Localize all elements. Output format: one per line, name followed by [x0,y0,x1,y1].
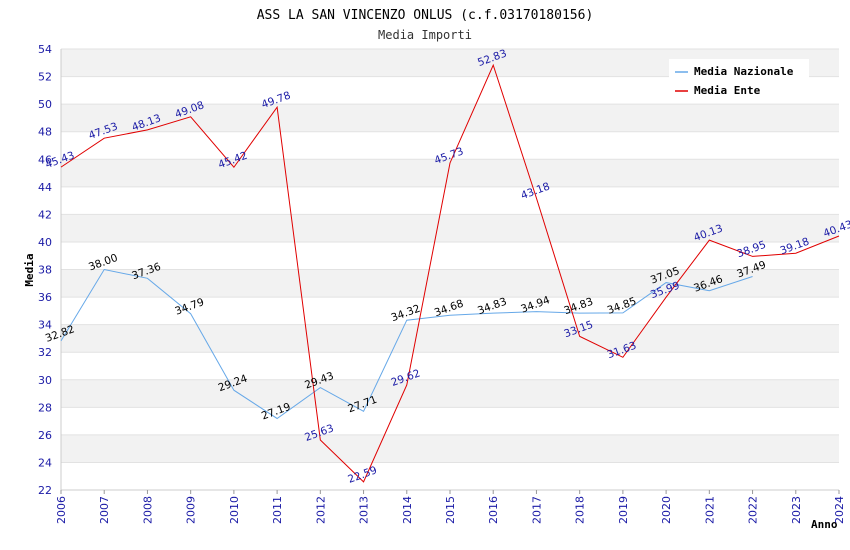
plot-background-bands [61,49,839,490]
x-tick-label: 2024 [833,496,846,524]
legend-label-media-ente: Media Ente [694,84,761,97]
legend-box [669,59,809,101]
y-tick-labels: 22 24 26 28 30 32 34 36 38 40 42 44 46 48 50 52 54 [38,43,52,497]
y-axis-label: Media [23,253,36,286]
background-band [61,131,839,160]
background-band [61,324,839,353]
x-tick-label: 2006 [55,496,68,524]
background-band [61,269,839,298]
background-band [61,241,839,270]
y-tick-label: 38 [38,264,52,277]
legend: Media Nazionale Media Ente [669,59,809,101]
x-tick-label: 2022 [747,496,760,524]
x-tick-label: 2011 [271,496,284,524]
x-tick-label: 2015 [444,496,457,524]
x-tick-label: 2023 [790,496,803,524]
x-tick-label: 2007 [98,496,111,524]
background-band [61,297,839,325]
y-tick-label: 28 [38,401,52,414]
legend-label-media-nazionale: Media Nazionale [694,65,794,78]
series-lines [60,63,840,483]
background-band [61,186,839,215]
x-tick-label: 2010 [228,496,241,524]
x-tick-label: 2013 [358,496,371,524]
y-tick-label: 54 [38,43,52,56]
x-tick-label: 2009 [185,496,198,524]
background-band [61,352,839,380]
chart-subtitle: Media Importi [378,28,472,42]
y-tick-label: 46 [38,153,52,166]
y-tick-label: 50 [38,98,52,111]
series-line-media-nazionale [60,268,753,420]
background-band [61,104,839,132]
x-tick-label: 2018 [574,496,587,524]
y-tick-label: 26 [38,429,52,442]
y-tick-label: 44 [38,181,52,194]
x-tick-labels: 2006 2007 2008 2009 2010 2011 2012 2013 2014 2015… [55,490,846,524]
x-tick-label: 2020 [660,496,673,524]
background-band [61,462,839,490]
x-tick-label: 2019 [617,496,630,524]
background-band [61,407,839,435]
chart-title: ASS LA SAN VINCENZO ONLUS (c.f.031701801… [257,8,594,23]
x-tick-label: 2008 [141,496,154,524]
y-tick-label: 22 [38,484,52,497]
y-tick-label: 24 [38,456,52,469]
y-tick-label: 30 [38,374,52,387]
y-tick-label: 40 [38,236,52,249]
background-band [61,434,839,463]
series-line-media-ente [60,63,840,483]
y-tick-label: 48 [38,126,52,139]
background-band [61,379,839,408]
background-band [61,214,839,242]
x-tick-label: 2012 [314,496,327,524]
y-tick-label: 42 [38,208,52,221]
y-tick-label: 36 [38,291,52,304]
y-tick-label: 52 [38,71,52,84]
x-tick-label: 2014 [401,496,414,524]
y-tick-label: 32 [38,346,52,359]
x-axis-label: Anno [811,518,838,531]
y-tick-label: 34 [38,319,52,332]
x-tick-label: 2017 [530,496,543,524]
x-tick-label: 2016 [487,496,500,524]
x-tick-label: 2021 [703,496,716,524]
gridlines [61,48,839,491]
